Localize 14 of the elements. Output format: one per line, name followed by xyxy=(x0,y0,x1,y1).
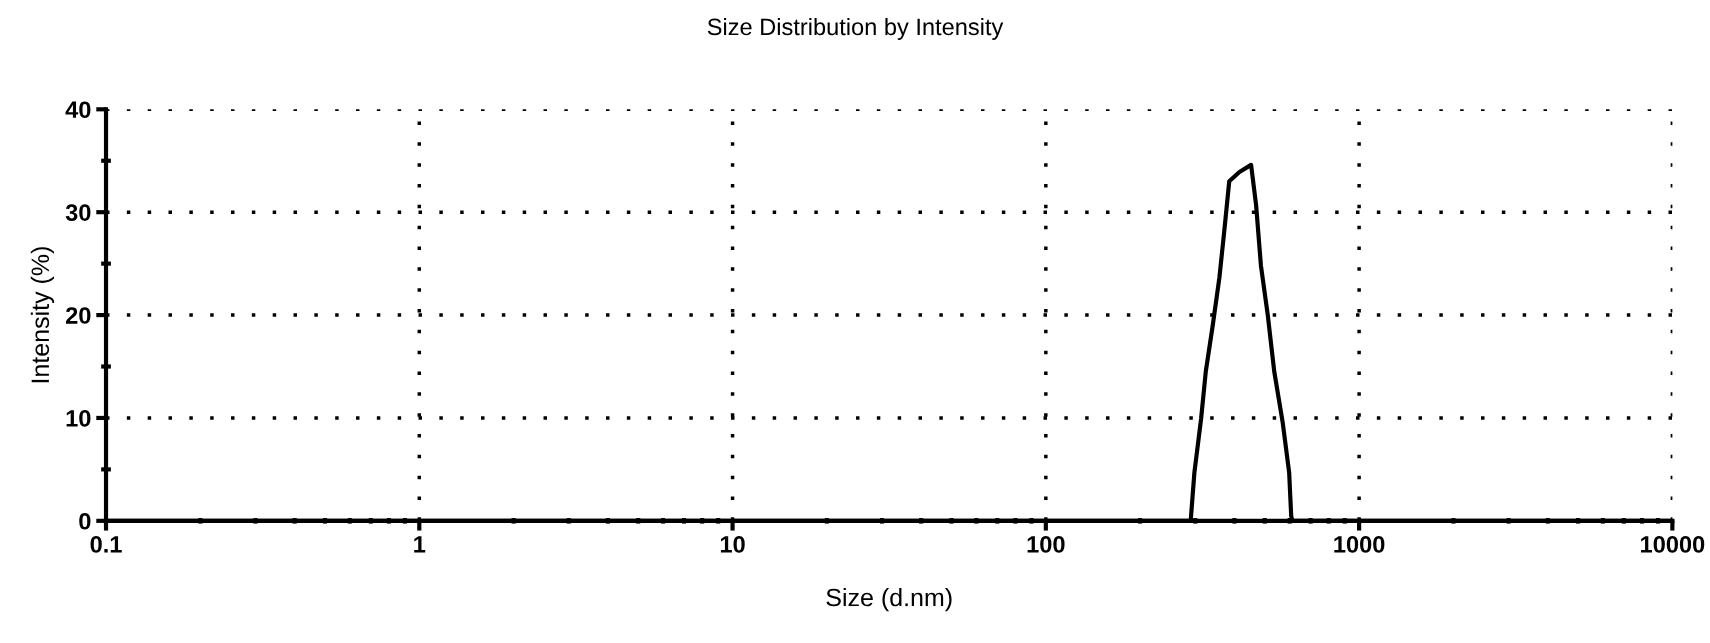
y-tick-label: 0 xyxy=(79,512,91,530)
y-axis-title: Intensity (%) xyxy=(30,247,55,383)
y-tick-label: 10 xyxy=(66,410,91,427)
y-tick-label: 40 xyxy=(65,101,91,119)
y-tick-label: 30 xyxy=(65,204,91,222)
x-tick-label: 100 xyxy=(1027,536,1065,553)
x-tick-label: 0.1 xyxy=(90,536,122,553)
x-tick-label: 1 xyxy=(414,536,426,553)
x-tick-label: 1000 xyxy=(1334,536,1385,553)
chart-title: Size Distribution by Intensity xyxy=(707,17,1004,40)
x-tick-label: 10000 xyxy=(1641,536,1705,553)
x-axis-title: Size (d.nm) xyxy=(826,587,952,612)
y-tick-label: 20 xyxy=(66,307,91,324)
x-tick-label: 10 xyxy=(720,536,745,553)
